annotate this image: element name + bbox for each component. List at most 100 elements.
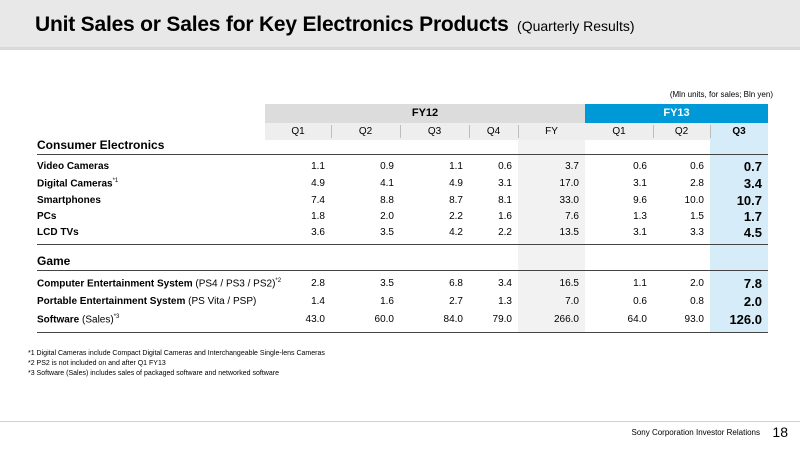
row-label-text: Portable Entertainment System: [37, 296, 186, 307]
column-divider: [518, 125, 519, 138]
table-cell: 8.1: [498, 195, 512, 206]
table-cell: 3.4: [498, 278, 512, 289]
column-divider: [331, 125, 332, 138]
units-note: (Mln units, for sales; Bln yen): [669, 90, 773, 99]
table-cell: 33.0: [559, 195, 579, 206]
table-cell: 1.1: [633, 278, 647, 289]
table-cell: 4.2: [449, 227, 463, 238]
row-label-detail: (Sales): [79, 314, 114, 326]
table-cell: 0.8: [690, 296, 704, 307]
row-label-text: PCs: [37, 211, 57, 222]
fy13-band: [585, 104, 768, 123]
table-bottom-line: [37, 332, 768, 333]
table-cell: 3.7: [565, 161, 579, 172]
table-cell: 1.6: [380, 296, 394, 307]
row-label: Smartphones: [37, 195, 101, 206]
section-title: Consumer Electronics: [37, 138, 165, 152]
footnote-mark: *1: [112, 178, 119, 184]
fy12-band: [265, 104, 585, 123]
table-cell: 126.0: [729, 312, 762, 327]
table-cell: 1.6: [498, 211, 512, 222]
row-label: Digital Cameras*1: [37, 178, 118, 189]
table-cell: 6.8: [449, 278, 463, 289]
column-header: Q1: [612, 126, 626, 137]
table-cell: 17.0: [559, 178, 579, 189]
table-cell: 2.0: [743, 294, 762, 309]
table-cell: 43.0: [305, 314, 325, 325]
table-cell: 3.4: [743, 176, 762, 191]
section-divider: [37, 154, 768, 155]
footer-divider: [0, 421, 800, 422]
table-cell: 1.1: [311, 161, 325, 172]
group-label-fy13: FY13: [663, 107, 690, 119]
table-cell: 0.9: [380, 161, 394, 172]
row-label-detail: (PS4 / PS3 / PS2): [192, 278, 276, 290]
column-header: Q2: [358, 126, 373, 137]
section-title: Game: [37, 254, 71, 268]
table-cell: 60.0: [374, 314, 394, 325]
table-cell: 2.2: [498, 227, 512, 238]
section-divider: [37, 270, 768, 271]
row-label-text: LCD TVs: [37, 227, 79, 238]
table-cell: 4.1: [380, 178, 394, 189]
group-label-fy12: FY12: [411, 107, 439, 119]
table-cell: 7.0: [565, 296, 579, 307]
column-divider: [469, 125, 470, 138]
row-label: LCD TVs: [37, 227, 79, 238]
page-title: Unit Sales or Sales for Key Electronics …: [35, 13, 635, 37]
title-subtitle: (Quarterly Results): [517, 18, 635, 34]
table-cell: 0.7: [743, 159, 762, 174]
footer-company: Sony Corporation Investor Relations: [631, 428, 760, 437]
table-cell: 2.0: [380, 211, 394, 222]
table-cell: 3.1: [498, 178, 512, 189]
footnote-2: *2 PS2 is not included on and after Q1 F…: [28, 360, 166, 367]
table-cell: 2.0: [690, 278, 704, 289]
row-label-text: Smartphones: [37, 195, 101, 206]
row-label-text: Video Cameras: [37, 161, 110, 172]
table-cell: 1.4: [311, 296, 325, 307]
column-header: Q3: [427, 126, 442, 137]
table-cell: 10.0: [684, 195, 704, 206]
footnote-mark: *3: [113, 314, 120, 320]
table-cell: 7.4: [311, 195, 325, 206]
page-number: 18: [772, 424, 788, 440]
table-cell: 13.5: [559, 227, 579, 238]
table-cell: 4.5: [743, 225, 762, 240]
footnotes: *1 Digital Cameras include Compact Digit…: [28, 349, 325, 379]
row-label: Computer Entertainment System (PS4 / PS3…: [37, 278, 281, 289]
row-label: Software (Sales)*3: [37, 314, 119, 325]
column-divider: [400, 125, 401, 138]
row-label-text: Computer Entertainment System: [37, 278, 193, 290]
column-divider: [710, 125, 711, 138]
table-cell: 3.5: [380, 278, 394, 289]
table-cell: 4.9: [311, 178, 325, 189]
table-cell: 93.0: [684, 314, 704, 325]
table-cell: 3.1: [633, 227, 647, 238]
header-divider: [37, 139, 265, 140]
table-cell: 1.8: [311, 211, 325, 222]
row-label-text: Software: [37, 314, 80, 326]
column-header: FY: [545, 126, 558, 137]
title-bar: Unit Sales or Sales for Key Electronics …: [0, 0, 800, 50]
row-label-text: Digital Cameras: [37, 178, 113, 190]
table-cell: 7.6: [565, 211, 579, 222]
table-cell: 1.3: [633, 211, 647, 222]
table-cell: 266.0: [553, 314, 579, 325]
table-cell: 84.0: [443, 314, 463, 325]
block-divider: [37, 244, 768, 245]
table-cell: 4.9: [449, 178, 463, 189]
column-divider: [653, 125, 654, 138]
footnote-3: *3 Software (Sales) includes sales of pa…: [28, 370, 279, 377]
table-cell: 0.6: [690, 161, 704, 172]
row-label: PCs: [37, 211, 56, 222]
table-cell: 2.2: [449, 211, 463, 222]
table-cell: 3.5: [380, 227, 394, 238]
footnote-mark: *2: [275, 278, 282, 284]
table-cell: 8.8: [380, 195, 394, 206]
title-main: Unit Sales or Sales for Key Electronics …: [35, 13, 509, 36]
table-cell: 2.8: [311, 278, 325, 289]
fy-column-shade: [518, 140, 585, 333]
current-quarter-column: [710, 123, 768, 333]
table-cell: 1.3: [498, 296, 512, 307]
table-cell: 3.6: [311, 227, 325, 238]
